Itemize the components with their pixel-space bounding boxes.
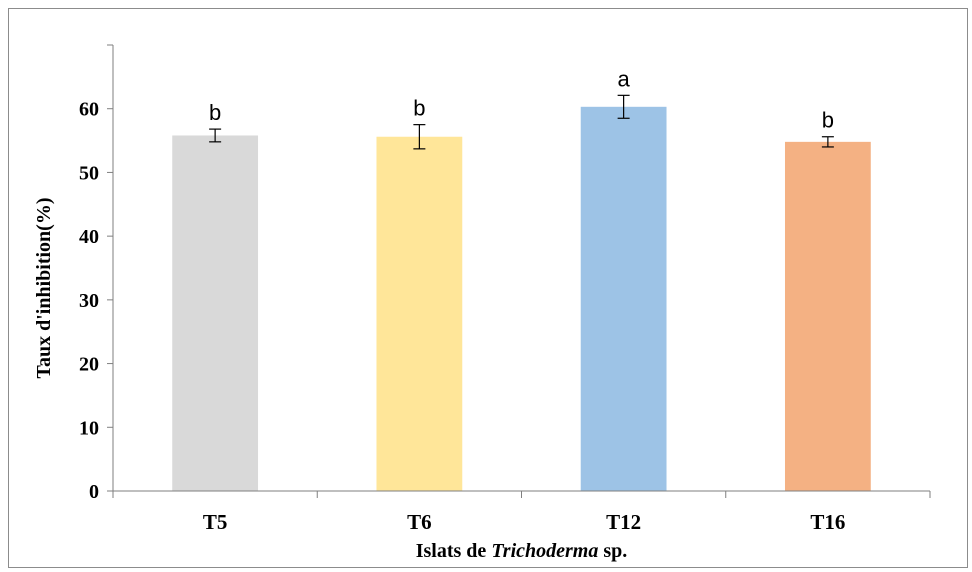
significance-letter: a xyxy=(618,66,631,91)
category-label: T16 xyxy=(810,510,845,534)
error-bars xyxy=(209,94,834,150)
x-axis-title-part-3: sp. xyxy=(598,540,627,562)
y-tick-label: 30 xyxy=(79,290,99,312)
category-label: T12 xyxy=(606,510,641,534)
y-tick-label: 60 xyxy=(79,99,99,121)
category-labels: T5 T6 T12 T16 xyxy=(203,510,846,534)
x-axis-title-part-1: Islats de xyxy=(416,540,492,562)
category-label: T5 xyxy=(203,510,228,534)
bar-t12 xyxy=(580,106,667,491)
y-axis-ticks: 0 10 20 30 40 50 60 xyxy=(79,44,113,503)
bar-t16 xyxy=(784,141,871,492)
y-tick-label: 0 xyxy=(89,481,99,503)
y-tick-label: 40 xyxy=(79,226,99,248)
x-axis-ticks xyxy=(112,491,931,498)
y-tick-label: 20 xyxy=(79,354,99,376)
y-tick-label: 10 xyxy=(79,417,99,439)
x-axis-title-genus: Trichoderma xyxy=(491,540,598,562)
significance-letter: b xyxy=(413,96,425,121)
significance-letter: b xyxy=(209,100,221,125)
bar-t6 xyxy=(376,136,463,491)
y-axis-title: Taux d'inhibition(%) xyxy=(33,197,55,378)
significance-letter: b xyxy=(822,108,834,133)
bar-t5 xyxy=(172,135,259,491)
category-label: T6 xyxy=(407,510,432,534)
significance-labels: b b a b xyxy=(209,66,834,132)
x-axis-title: Islats de Trichoderma sp. xyxy=(416,540,628,562)
y-tick-label: 50 xyxy=(79,162,99,184)
bars xyxy=(172,106,871,492)
